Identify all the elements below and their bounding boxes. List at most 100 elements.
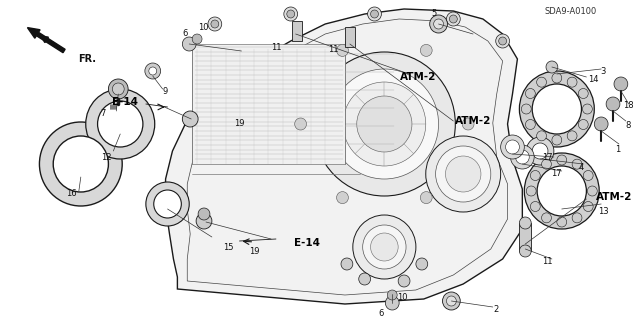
Circle shape (387, 290, 397, 300)
Circle shape (434, 19, 444, 29)
Circle shape (420, 44, 432, 56)
Text: 18: 18 (623, 101, 634, 110)
Text: ATM-2: ATM-2 (596, 192, 632, 202)
Circle shape (536, 77, 547, 87)
Circle shape (583, 202, 593, 211)
Circle shape (552, 73, 562, 83)
Circle shape (447, 12, 460, 26)
Circle shape (314, 52, 455, 196)
Circle shape (595, 117, 608, 131)
Text: 19: 19 (234, 120, 244, 129)
Text: 1: 1 (615, 145, 621, 153)
Circle shape (541, 159, 552, 169)
Text: 6: 6 (379, 308, 384, 317)
Circle shape (108, 79, 128, 99)
Circle shape (579, 120, 588, 130)
Circle shape (337, 192, 348, 204)
Circle shape (416, 258, 428, 270)
Circle shape (436, 146, 491, 202)
Circle shape (614, 77, 628, 91)
Circle shape (567, 131, 577, 141)
Circle shape (552, 135, 562, 145)
Circle shape (520, 245, 531, 257)
Circle shape (525, 120, 535, 130)
Circle shape (567, 77, 577, 87)
Circle shape (196, 213, 212, 229)
Circle shape (359, 273, 371, 285)
Text: 4: 4 (579, 162, 584, 172)
FancyArrow shape (28, 28, 65, 53)
Text: SDA9-A0100: SDA9-A0100 (544, 6, 596, 16)
Circle shape (536, 131, 547, 141)
Circle shape (531, 170, 540, 181)
Circle shape (294, 118, 307, 130)
Circle shape (449, 15, 458, 23)
Text: 7: 7 (100, 109, 106, 118)
Circle shape (353, 215, 416, 279)
Circle shape (341, 258, 353, 270)
Circle shape (284, 7, 298, 21)
Circle shape (582, 104, 592, 114)
Circle shape (192, 34, 202, 44)
Circle shape (371, 233, 398, 261)
Circle shape (154, 190, 181, 218)
Circle shape (198, 208, 210, 220)
Text: ATM-2: ATM-2 (455, 116, 492, 126)
Circle shape (208, 17, 221, 31)
Circle shape (371, 10, 378, 18)
Circle shape (557, 155, 566, 165)
Text: 17: 17 (541, 152, 552, 161)
Circle shape (287, 10, 294, 18)
Text: 10: 10 (397, 293, 407, 302)
Bar (192, 44, 345, 164)
Circle shape (426, 136, 500, 212)
Circle shape (343, 82, 426, 166)
Circle shape (532, 84, 582, 134)
Text: FR.: FR. (78, 54, 96, 64)
Circle shape (53, 136, 108, 192)
Circle shape (500, 135, 524, 159)
Circle shape (546, 61, 558, 73)
Circle shape (86, 89, 155, 159)
Text: E-14: E-14 (294, 238, 320, 248)
Circle shape (146, 182, 189, 226)
Text: 11: 11 (328, 46, 339, 55)
Circle shape (447, 296, 456, 306)
Circle shape (583, 170, 593, 181)
Circle shape (499, 37, 507, 45)
Circle shape (515, 150, 529, 164)
Text: 5: 5 (431, 9, 436, 18)
Text: 13: 13 (598, 206, 609, 216)
Text: 10: 10 (198, 24, 208, 33)
Text: 9: 9 (163, 86, 168, 95)
Circle shape (506, 140, 520, 154)
Text: 15: 15 (223, 242, 234, 251)
Circle shape (211, 20, 219, 28)
Bar (292, 21, 301, 41)
Text: 14: 14 (588, 75, 598, 84)
Text: 6: 6 (182, 29, 188, 39)
Circle shape (367, 7, 381, 21)
Polygon shape (166, 9, 522, 304)
Circle shape (356, 96, 412, 152)
Text: E-14: E-14 (113, 97, 138, 107)
Circle shape (557, 217, 566, 227)
Circle shape (385, 296, 399, 310)
Circle shape (462, 118, 474, 130)
Circle shape (445, 156, 481, 192)
Text: 16: 16 (66, 189, 76, 197)
Circle shape (442, 292, 460, 310)
Circle shape (532, 143, 548, 159)
Circle shape (182, 111, 198, 127)
Text: 17: 17 (552, 169, 562, 179)
Circle shape (572, 213, 582, 223)
Circle shape (113, 83, 124, 95)
Circle shape (579, 88, 588, 99)
Circle shape (572, 159, 582, 169)
Circle shape (330, 69, 438, 179)
Circle shape (363, 225, 406, 269)
Circle shape (496, 34, 509, 48)
Circle shape (526, 137, 554, 165)
Circle shape (145, 63, 161, 79)
Text: 3: 3 (600, 66, 606, 76)
